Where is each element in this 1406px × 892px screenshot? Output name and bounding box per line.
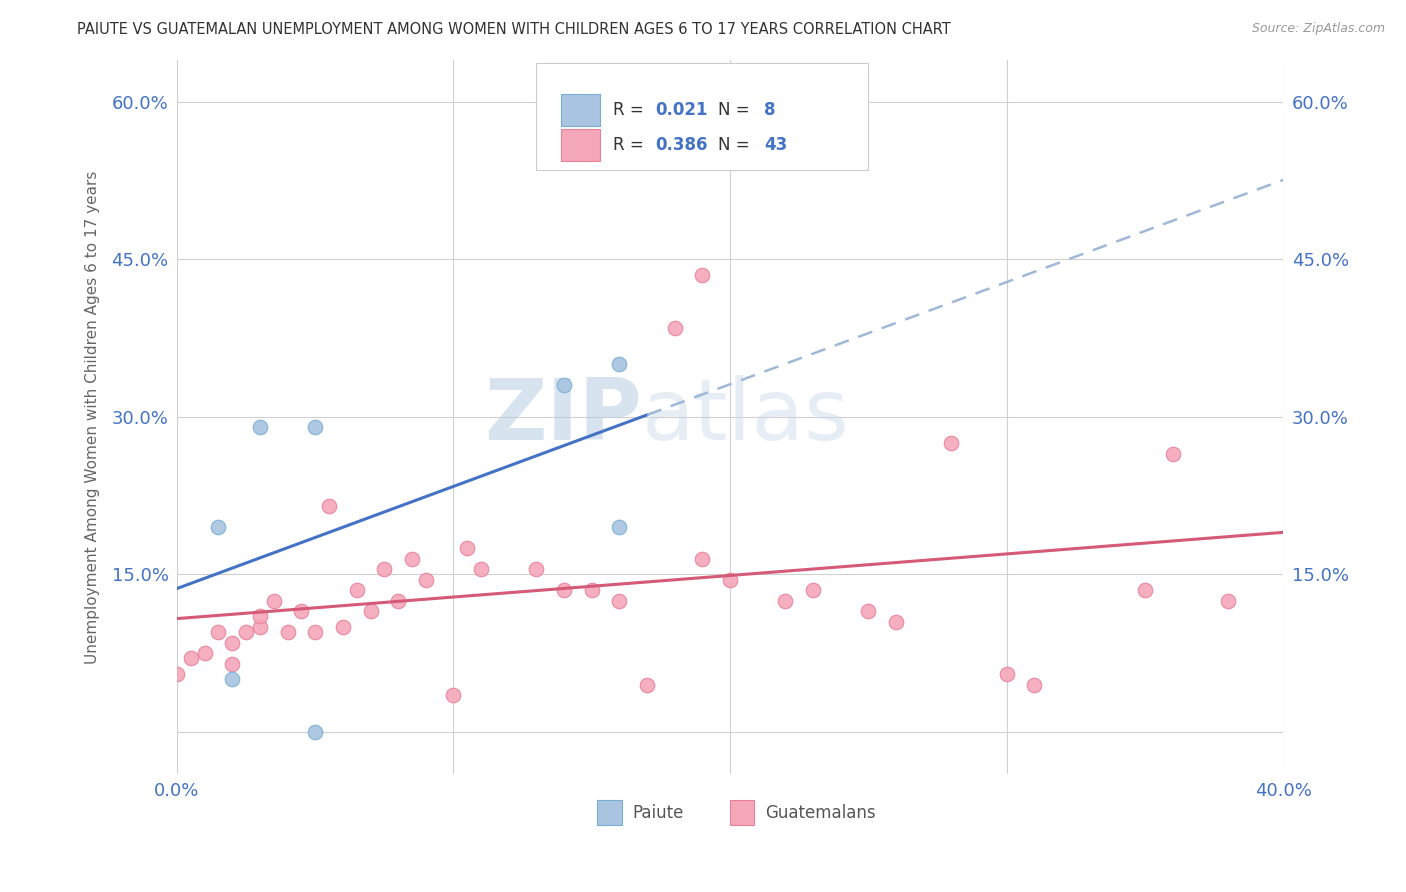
Point bbox=[235, 625, 257, 640]
Text: N =: N = bbox=[718, 136, 755, 154]
Point bbox=[332, 620, 354, 634]
Point bbox=[276, 625, 298, 640]
Text: ZIP: ZIP bbox=[484, 376, 641, 458]
Point bbox=[304, 625, 326, 640]
Point bbox=[249, 420, 271, 434]
Point bbox=[207, 625, 229, 640]
Point bbox=[581, 583, 603, 598]
Text: 43: 43 bbox=[765, 136, 787, 154]
Text: 8: 8 bbox=[765, 101, 776, 119]
Point bbox=[166, 667, 188, 681]
Text: 0.021: 0.021 bbox=[655, 101, 707, 119]
Text: 0.386: 0.386 bbox=[655, 136, 707, 154]
Text: Source: ZipAtlas.com: Source: ZipAtlas.com bbox=[1251, 22, 1385, 36]
Point bbox=[207, 520, 229, 534]
FancyBboxPatch shape bbox=[537, 63, 869, 170]
Point bbox=[941, 436, 963, 450]
Point bbox=[692, 268, 714, 282]
Point bbox=[373, 562, 395, 576]
Point bbox=[526, 562, 548, 576]
Point bbox=[221, 673, 243, 687]
Point bbox=[801, 583, 824, 598]
Point bbox=[553, 583, 575, 598]
Point bbox=[415, 573, 437, 587]
Point bbox=[360, 604, 382, 618]
Point bbox=[304, 725, 326, 739]
Point bbox=[609, 593, 631, 607]
Point bbox=[718, 573, 741, 587]
Point bbox=[775, 593, 797, 607]
Point bbox=[290, 604, 312, 618]
Point bbox=[470, 562, 492, 576]
Point bbox=[609, 520, 631, 534]
FancyBboxPatch shape bbox=[561, 94, 599, 126]
Point bbox=[553, 378, 575, 392]
Point bbox=[318, 499, 340, 513]
Point bbox=[1133, 583, 1156, 598]
Point bbox=[221, 636, 243, 650]
Text: atlas: atlas bbox=[641, 376, 849, 458]
Point bbox=[609, 357, 631, 371]
Point bbox=[387, 593, 409, 607]
Text: N =: N = bbox=[718, 101, 755, 119]
Point bbox=[221, 657, 243, 671]
Point bbox=[884, 615, 907, 629]
Text: R =: R = bbox=[613, 101, 648, 119]
Point bbox=[263, 593, 285, 607]
Point bbox=[304, 420, 326, 434]
Point bbox=[636, 678, 658, 692]
Y-axis label: Unemployment Among Women with Children Ages 6 to 17 years: Unemployment Among Women with Children A… bbox=[86, 170, 100, 664]
Text: Paiute: Paiute bbox=[633, 805, 685, 822]
Point bbox=[1216, 593, 1239, 607]
Text: Guatemalans: Guatemalans bbox=[765, 805, 876, 822]
FancyBboxPatch shape bbox=[561, 129, 599, 161]
Point bbox=[1024, 678, 1046, 692]
Point bbox=[346, 583, 368, 598]
Point bbox=[249, 620, 271, 634]
Point bbox=[443, 688, 465, 702]
Point bbox=[1161, 447, 1184, 461]
Text: PAIUTE VS GUATEMALAN UNEMPLOYMENT AMONG WOMEN WITH CHILDREN AGES 6 TO 17 YEARS C: PAIUTE VS GUATEMALAN UNEMPLOYMENT AMONG … bbox=[77, 22, 950, 37]
Point bbox=[995, 667, 1018, 681]
Text: R =: R = bbox=[613, 136, 648, 154]
Point bbox=[401, 551, 423, 566]
Point bbox=[249, 609, 271, 624]
FancyBboxPatch shape bbox=[598, 800, 621, 825]
Point bbox=[180, 651, 202, 665]
Point bbox=[456, 541, 478, 556]
Point bbox=[692, 551, 714, 566]
Point bbox=[858, 604, 880, 618]
Point bbox=[664, 320, 686, 334]
FancyBboxPatch shape bbox=[730, 800, 755, 825]
Point bbox=[193, 646, 215, 660]
